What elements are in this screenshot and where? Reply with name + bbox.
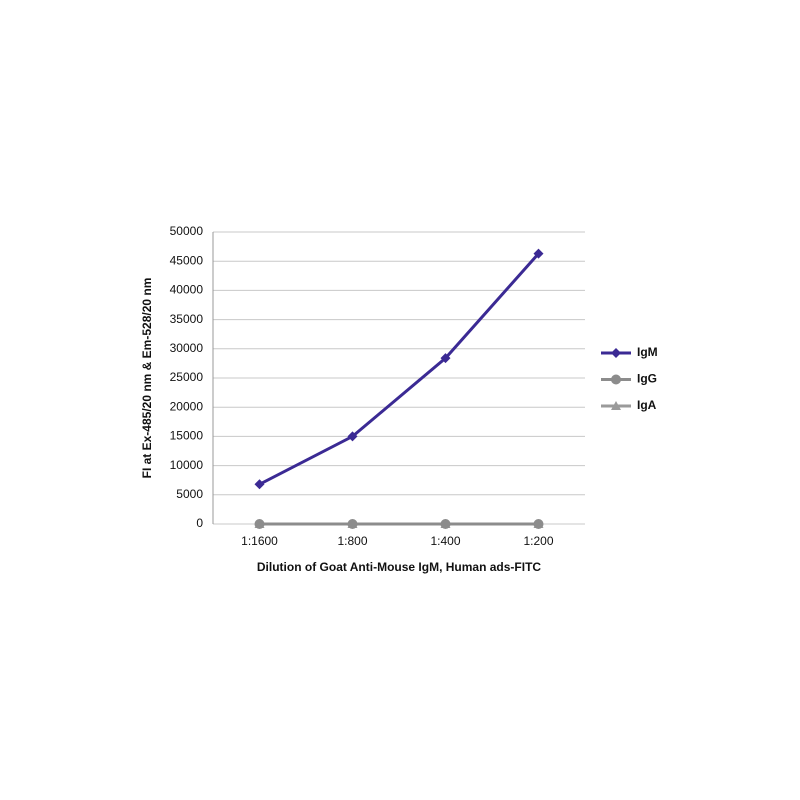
y-tick-label: 5000 (176, 487, 203, 501)
line (258, 252, 540, 486)
legend-label: IgG (637, 372, 657, 386)
legend-label: IgM (637, 345, 658, 359)
legend-label: IgA (637, 398, 657, 412)
y-tick-label: 45000 (170, 253, 204, 267)
marker (440, 519, 451, 529)
marker (440, 353, 451, 364)
marker (533, 248, 544, 259)
x-tick-label: 1:400 (430, 534, 460, 548)
marker (347, 431, 358, 442)
x-tick-label: 1:800 (337, 534, 367, 548)
y-tick-label: 15000 (170, 429, 204, 443)
x-tick-label: 1:200 (523, 534, 553, 548)
y-tick-label: 0 (196, 516, 203, 530)
y-tick-label: 50000 (170, 224, 204, 238)
marker (533, 519, 544, 529)
legend-marker (611, 348, 621, 358)
y-tick-label: 35000 (170, 312, 204, 326)
y-tick-label: 40000 (170, 283, 204, 297)
y-axis-label: FI at Ex-485/20 nm & Em-528/20 nm (140, 278, 154, 479)
x-axis-label: Dilution of Goat Anti-Mouse IgM, Human a… (257, 560, 542, 574)
y-tick-label: 30000 (170, 341, 204, 355)
marker (254, 479, 265, 490)
y-tick-label: 20000 (170, 399, 204, 413)
marker (254, 519, 265, 529)
legend-marker (611, 401, 621, 410)
legend-marker (611, 374, 621, 385)
x-tick-label: 1:1600 (241, 534, 278, 548)
y-tick-label: 25000 (170, 370, 204, 384)
y-tick-label: 10000 (170, 458, 204, 472)
marker (347, 519, 358, 529)
